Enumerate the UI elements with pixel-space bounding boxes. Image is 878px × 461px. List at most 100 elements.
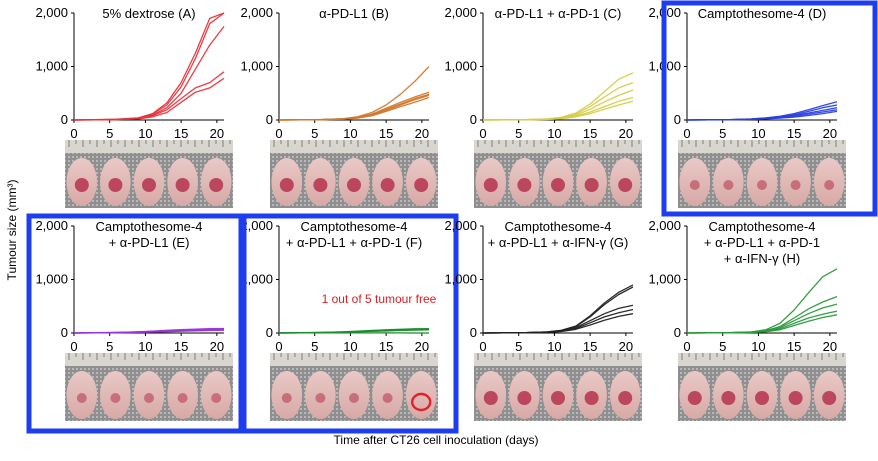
x-tick-label: 10 [343,339,357,354]
x-tick-label: 20 [415,126,429,141]
y-tick-label: 0 [674,325,681,340]
tumour [688,391,702,405]
x-tick-label: 5 [719,126,726,141]
tumour [144,393,154,403]
x-tick-label: 20 [415,339,429,354]
x-tick-label: 10 [343,126,357,141]
tumour [723,180,733,190]
y-tick-label: 0 [470,325,477,340]
x-tick-label: 0 [479,339,486,354]
series-line-2 [74,13,224,120]
panel-title-line: Camptothesome-4 [96,219,203,234]
x-tick-label: 5 [311,339,318,354]
x-tick-label: 0 [70,339,77,354]
x-tick-label: 15 [583,126,597,141]
x-tick-label: 15 [379,126,393,141]
x-tick-label: 5 [106,339,113,354]
series-line-3 [687,304,837,333]
mice-photo [678,140,846,208]
y-tick-label: 0 [470,112,477,127]
y-tick-label: 2,000 [35,218,68,233]
series-line-1 [687,102,837,120]
x-tick-label: 0 [275,339,282,354]
panel-title-line: Camptothesome-4 [301,219,408,234]
tumour [824,180,834,190]
y-tick-label: 1,000 [35,272,68,287]
mice-photo [270,353,438,421]
x-tick-label: 10 [751,339,765,354]
x-tick-label: 5 [719,339,726,354]
x-tick-label: 10 [751,126,765,141]
tumour [110,393,120,403]
y-tick-label: 2,000 [240,5,273,20]
panel-title-line: α-PD-L1 (B) [319,6,389,21]
panel-title-line: + α-PD-L1 (E) [109,235,190,250]
series-line-1 [483,73,633,120]
y-tick-label: 2,000 [648,218,681,233]
tumour [551,178,565,192]
tumour [517,391,531,405]
panel-title-line: Camptothesome-4 (D) [698,6,827,21]
x-tick-label: 15 [787,339,801,354]
tumour [551,391,565,405]
x-tick-label: 15 [583,339,597,354]
series-line-4 [279,95,429,120]
tumour [721,391,735,405]
x-tick-label: 5 [515,339,522,354]
x-tick-label: 15 [174,339,188,354]
tumour [178,393,188,403]
panel-title-line: Camptothesome-4 [505,219,612,234]
x-tick-label: 5 [106,126,113,141]
tumour [176,178,190,192]
y-tick-label: 0 [674,112,681,127]
y-tick-label: 0 [266,112,273,127]
x-tick-label: 20 [823,126,837,141]
x-tick-label: 10 [138,339,152,354]
x-tick-label: 15 [787,126,801,141]
series-line-5 [74,78,224,120]
series-line-1 [74,13,224,120]
series-line-2 [483,287,633,333]
tumour [757,180,767,190]
x-tick-label: 0 [70,126,77,141]
x-tick-label: 0 [479,126,486,141]
tumour [690,180,700,190]
panel-title-line: + α-PD-L1 + α-PD-1 [704,235,820,250]
tumour [75,178,89,192]
tumour [211,393,221,403]
tumour [484,178,498,192]
x-tick-label: 0 [275,126,282,141]
x-tick-label: 20 [619,339,633,354]
tumour [383,393,393,403]
tumour [108,178,122,192]
x-tick-label: 10 [138,126,152,141]
series-line-1 [687,269,837,333]
y-tick-label: 2,000 [444,5,477,20]
y-axis-label: Tumour size (mm³) [5,180,19,281]
tumour [142,178,156,192]
y-tick-label: 2,000 [444,218,477,233]
series-line-4 [74,72,224,120]
tumour [585,391,599,405]
tumour [484,391,498,405]
x-tick-label: 20 [619,126,633,141]
series-line-2 [687,297,837,333]
tumour [381,178,395,192]
panel-title-line: + α-PD-L1 + α-PD-1 (F) [286,235,422,250]
x-tick-label: 10 [547,339,561,354]
x-tick-label: 20 [210,339,224,354]
x-tick-label: 5 [311,126,318,141]
mice-photo [474,140,642,208]
x-tick-label: 20 [823,339,837,354]
x-tick-label: 15 [379,339,393,354]
y-tick-label: 0 [61,325,68,340]
tumour [282,393,292,403]
tumour [789,391,803,405]
mice-photo [65,140,233,208]
tumour [822,391,836,405]
